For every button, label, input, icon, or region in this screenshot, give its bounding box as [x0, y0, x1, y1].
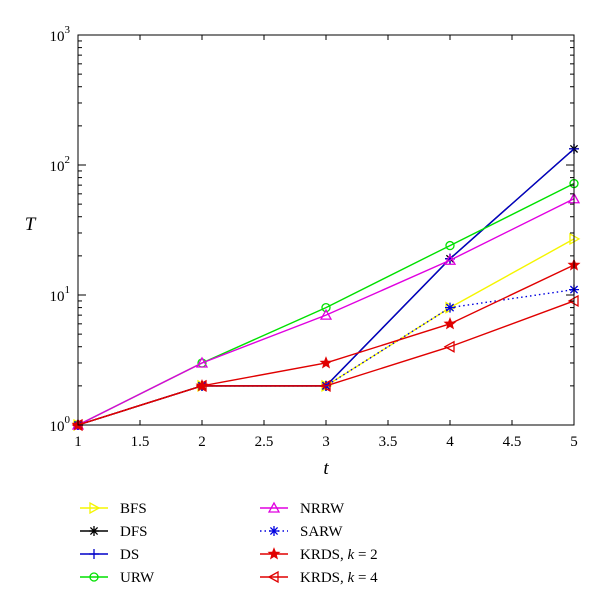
legend-label-prefix: KRDS,	[300, 547, 348, 563]
y-tick-exp: 0	[65, 414, 71, 426]
legend-label: SARW	[300, 524, 343, 540]
legend-label: URW	[120, 570, 155, 586]
legend-item: URW	[80, 570, 155, 586]
legend-label: KRDS, k = 4	[300, 570, 378, 586]
data-point	[443, 317, 457, 330]
y-tick-exp: 1	[65, 284, 71, 296]
y-tick-exp: 2	[65, 154, 71, 166]
legend-marker	[269, 526, 279, 536]
y-tick-label: 103	[50, 24, 71, 45]
legend-marker	[89, 572, 99, 582]
series-line	[77, 300, 575, 426]
series-line	[77, 198, 575, 426]
data-point	[319, 356, 333, 369]
legend-item: KRDS, k = 2	[260, 547, 378, 563]
y-tick-label: 101	[50, 284, 71, 305]
y-tick-exp: 3	[65, 24, 71, 36]
plot-frame	[77, 34, 575, 426]
y-tick-label: 102	[50, 154, 71, 175]
legend-item: SARW	[260, 524, 343, 540]
legend-label: KRDS, k = 2	[300, 547, 378, 563]
data-point	[195, 356, 209, 368]
legend-label-k: k	[348, 570, 355, 586]
data-point	[443, 253, 457, 265]
series-nrrw	[71, 192, 581, 430]
legend-marker	[89, 549, 99, 559]
series-krds-k-2	[71, 258, 581, 431]
y-tick-base: 10	[50, 289, 65, 305]
y-tick-base: 10	[50, 419, 65, 435]
x-tick-label: 3	[322, 434, 330, 450]
data-point	[321, 302, 331, 313]
data-point	[445, 240, 455, 251]
x-tick-label: 1.5	[131, 434, 150, 450]
x-tick-label: 5	[570, 434, 578, 450]
legend-marker	[89, 501, 101, 515]
legend-marker	[89, 526, 99, 536]
legend-label-suffix: = 4	[354, 570, 378, 586]
legend-marker	[267, 501, 281, 513]
series-bfs	[73, 232, 581, 432]
data-point	[443, 340, 455, 353]
x-axis-label: t	[323, 458, 329, 479]
data-point	[195, 379, 207, 392]
y-tick-base: 10	[50, 29, 65, 45]
legend-item: NRRW	[260, 501, 345, 517]
x-tick-label: 3.5	[379, 434, 398, 450]
legend-item: DS	[80, 547, 139, 563]
data-point	[319, 379, 331, 392]
legend-item: KRDS, k = 4	[260, 570, 378, 586]
legend-label: DS	[120, 547, 139, 563]
legend-marker	[267, 570, 279, 584]
series-line	[77, 238, 575, 426]
x-tick-label: 2.5	[255, 434, 274, 450]
y-tick-base: 10	[50, 159, 65, 175]
legend-label: BFS	[120, 501, 147, 517]
legend-label: NRRW	[300, 501, 345, 517]
x-tick-label: 4.5	[503, 434, 522, 450]
series-layer	[71, 143, 581, 432]
x-tick-label: 2	[198, 434, 206, 450]
legend-label: DFS	[120, 524, 148, 540]
legend-label-k: k	[348, 547, 355, 563]
y-tick-label: 100	[50, 414, 71, 435]
data-point	[319, 308, 333, 320]
x-tick-label: 1	[74, 434, 82, 450]
data-point	[445, 302, 455, 313]
legend-item: DFS	[80, 524, 148, 540]
legend-label-prefix: KRDS,	[300, 570, 348, 586]
legend-marker	[267, 547, 281, 560]
series-urw	[73, 178, 579, 430]
legend-label-suffix: = 2	[354, 547, 377, 563]
y-axis-label: T	[25, 214, 37, 235]
x-tick-label: 4	[446, 434, 454, 450]
legend-item: BFS	[80, 501, 147, 517]
